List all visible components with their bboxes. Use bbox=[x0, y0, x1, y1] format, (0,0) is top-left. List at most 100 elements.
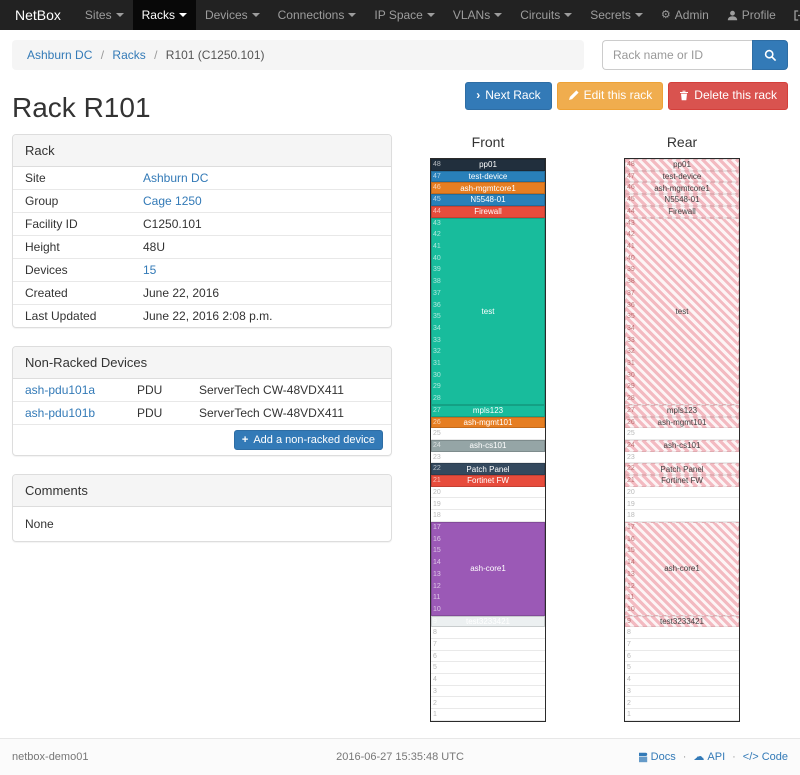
attribute-label: Devices bbox=[13, 258, 131, 282]
front-device-test-device[interactable]: test-device bbox=[431, 170, 545, 183]
rear-device-ash-mgmt101[interactable]: ash-mgmt101 bbox=[625, 416, 739, 429]
nav-item-admin[interactable]: ⚙ Admin bbox=[660, 8, 709, 22]
device-link[interactable]: ash-pdu101b bbox=[25, 406, 96, 420]
attribute-value: Cage 1250 bbox=[131, 189, 391, 213]
device-type: ServerTech CW-48VDX411 bbox=[187, 401, 391, 424]
breadcrumb: Ashburn DC / Racks / R101 (C1250.101) bbox=[12, 40, 584, 70]
rack-unit-front-19 bbox=[431, 498, 545, 511]
rack-unit-front-23 bbox=[431, 452, 545, 464]
rack-search-input[interactable] bbox=[602, 40, 752, 70]
non-racked-device-row: ash-pdu101b PDU ServerTech CW-48VDX411 bbox=[13, 401, 391, 424]
front-device-mpls123[interactable]: mpls123 bbox=[431, 404, 545, 417]
brand[interactable]: NetBox bbox=[15, 7, 61, 23]
front-device-pp01[interactable]: pp01 bbox=[431, 159, 545, 171]
rear-device-pp01[interactable]: pp01 bbox=[625, 159, 739, 171]
device-name-cell: ash-pdu101b bbox=[13, 401, 125, 424]
front-device-fortinet-fw[interactable]: Fortinet FW bbox=[431, 475, 545, 487]
gear-icon: ⚙ bbox=[660, 8, 671, 21]
front-device-ash-mgmt101[interactable]: ash-mgmt101 bbox=[431, 416, 545, 429]
front-device-patch-panel[interactable]: Patch Panel bbox=[431, 463, 545, 476]
caret-down-icon bbox=[564, 13, 573, 17]
group-link[interactable]: Cage 1250 bbox=[143, 194, 202, 208]
navbar: NetBox Sites Racks Devices Connections IP Sp… bbox=[0, 0, 800, 30]
rack-attribute-row: Site Ashburn DC bbox=[13, 167, 391, 190]
caret-down-icon bbox=[348, 13, 357, 17]
rear-device-mpls123[interactable]: mpls123 bbox=[625, 404, 739, 417]
rear-device-firewall[interactable]: Firewall bbox=[625, 205, 739, 218]
device-role: PDU bbox=[125, 401, 187, 424]
front-device-ash-core1[interactable]: ash-core1 bbox=[431, 521, 545, 616]
device-link[interactable]: ash-pdu101a bbox=[25, 383, 96, 397]
rear-device-test-device[interactable]: test-device bbox=[625, 170, 739, 183]
comments-panel-title: Comments bbox=[13, 475, 391, 508]
user-icon bbox=[727, 10, 737, 20]
device-role: PDU bbox=[137, 383, 163, 397]
rack-search bbox=[602, 40, 788, 70]
nav-item-racks[interactable]: Racks bbox=[132, 0, 196, 30]
rack-unit-rear-5 bbox=[625, 662, 739, 674]
delete-rack-button[interactable]: Delete this rack bbox=[668, 82, 788, 110]
rack-unit-rear-23 bbox=[625, 452, 739, 464]
rear-device-fortinet-fw[interactable]: Fortinet FW bbox=[625, 475, 739, 487]
nav-item-connections[interactable]: Connections bbox=[269, 0, 366, 30]
add-non-racked-device-button[interactable]: + Add a non-racked device bbox=[233, 430, 383, 451]
caret-down-icon bbox=[251, 13, 260, 17]
nav-item-circuits[interactable]: Circuits bbox=[511, 0, 581, 30]
rack-unit-front-8 bbox=[431, 627, 545, 639]
nav-item-devices[interactable]: Devices bbox=[196, 0, 269, 30]
rack-unit-front-18 bbox=[431, 510, 545, 522]
attribute-label: Facility ID bbox=[13, 212, 131, 236]
non-racked-table: ash-pdu101a PDU ServerTech CW-48VDX411 ash-… bbox=[13, 379, 391, 424]
edit-rack-button[interactable]: Edit this rack bbox=[556, 82, 664, 110]
caret-down-icon bbox=[494, 13, 503, 17]
front-device-ash-mgmtcore1[interactable]: ash-mgmtcore1 bbox=[431, 182, 545, 195]
action-buttons: › Next Rack Edit this rack Delete this r… bbox=[465, 82, 788, 110]
nav-item-log-out[interactable]: Log out bbox=[785, 0, 800, 30]
rack-unit-front-4 bbox=[431, 674, 545, 686]
nav-item-sites[interactable]: Sites bbox=[76, 0, 133, 30]
device-label: ash-mgmt101 bbox=[463, 417, 513, 427]
front-device-ash-cs101[interactable]: ash-cs101 bbox=[431, 440, 545, 452]
attribute-value: 48U bbox=[131, 235, 391, 259]
rack-attribute-row: Created June 22, 2016 bbox=[13, 281, 391, 305]
header-row: Rack R101 › Next Rack Edit this rack Del… bbox=[12, 82, 788, 124]
next-rack-button[interactable]: › Next Rack bbox=[465, 82, 552, 110]
site-link[interactable]: Ashburn DC bbox=[143, 171, 209, 185]
nav-item-profile[interactable]: Profile bbox=[718, 0, 785, 30]
front-device-test[interactable]: test bbox=[431, 217, 545, 405]
device-label: Fortinet FW bbox=[661, 476, 703, 486]
rack-attribute-row: Height 48U bbox=[13, 235, 391, 259]
rack-unit-rear-1 bbox=[625, 709, 739, 721]
breadcrumb-racks-link[interactable]: Racks bbox=[112, 48, 146, 62]
rack-attributes-body: Site Ashburn DC Group Cage 1250 Facility ID C… bbox=[13, 167, 391, 327]
navbar-right: ⚙Admin ProfileLog out bbox=[652, 0, 800, 30]
front-device-firewall[interactable]: Firewall bbox=[431, 205, 545, 218]
nav-item-secrets[interactable]: Secrets bbox=[581, 0, 652, 30]
rear-device-ash-mgmtcore1[interactable]: ash-mgmtcore1 bbox=[625, 182, 739, 195]
rear-device-n5548-01[interactable]: N5548-01 bbox=[625, 194, 739, 206]
rear-device-test3233421[interactable]: test3233421 bbox=[625, 615, 739, 628]
device-label: test bbox=[675, 306, 689, 316]
non-racked-panel-title: Non-Racked Devices bbox=[13, 347, 391, 379]
search-button[interactable] bbox=[752, 40, 788, 70]
rear-device-patch-panel[interactable]: Patch Panel bbox=[625, 463, 739, 476]
breadcrumb-row: Ashburn DC / Racks / R101 (C1250.101) bbox=[12, 40, 788, 70]
code-icon: </> bbox=[742, 750, 759, 763]
device-label: ash-core1 bbox=[664, 564, 700, 574]
rack-elevations: Front pp01 test-device ash-mgmtcore1 N5548-… bbox=[430, 134, 740, 722]
rack-unit-rear-4 bbox=[625, 674, 739, 686]
page-title: Rack R101 bbox=[12, 92, 151, 123]
pencil-icon bbox=[568, 90, 579, 101]
devices-link[interactable]: 15 bbox=[143, 263, 157, 277]
nav-item-vlans[interactable]: VLANs bbox=[444, 0, 511, 30]
rear-device-ash-core1[interactable]: ash-core1 bbox=[625, 521, 739, 616]
rear-device-test[interactable]: test bbox=[625, 217, 739, 405]
front-device-n5548-01[interactable]: N5548-01 bbox=[431, 194, 545, 206]
nav-item-ip-space[interactable]: IP Space bbox=[365, 0, 443, 30]
front-device-test3233421[interactable]: test3233421 bbox=[431, 615, 545, 628]
breadcrumb-site-link[interactable]: Ashburn DC bbox=[27, 48, 93, 62]
rear-device-ash-cs101[interactable]: ash-cs101 bbox=[625, 440, 739, 452]
device-label: test3233421 bbox=[465, 616, 511, 626]
rack-attribute-row: Group Cage 1250 bbox=[13, 189, 391, 213]
non-racked-body: ash-pdu101a PDU ServerTech CW-48VDX411 ash-… bbox=[13, 379, 391, 424]
